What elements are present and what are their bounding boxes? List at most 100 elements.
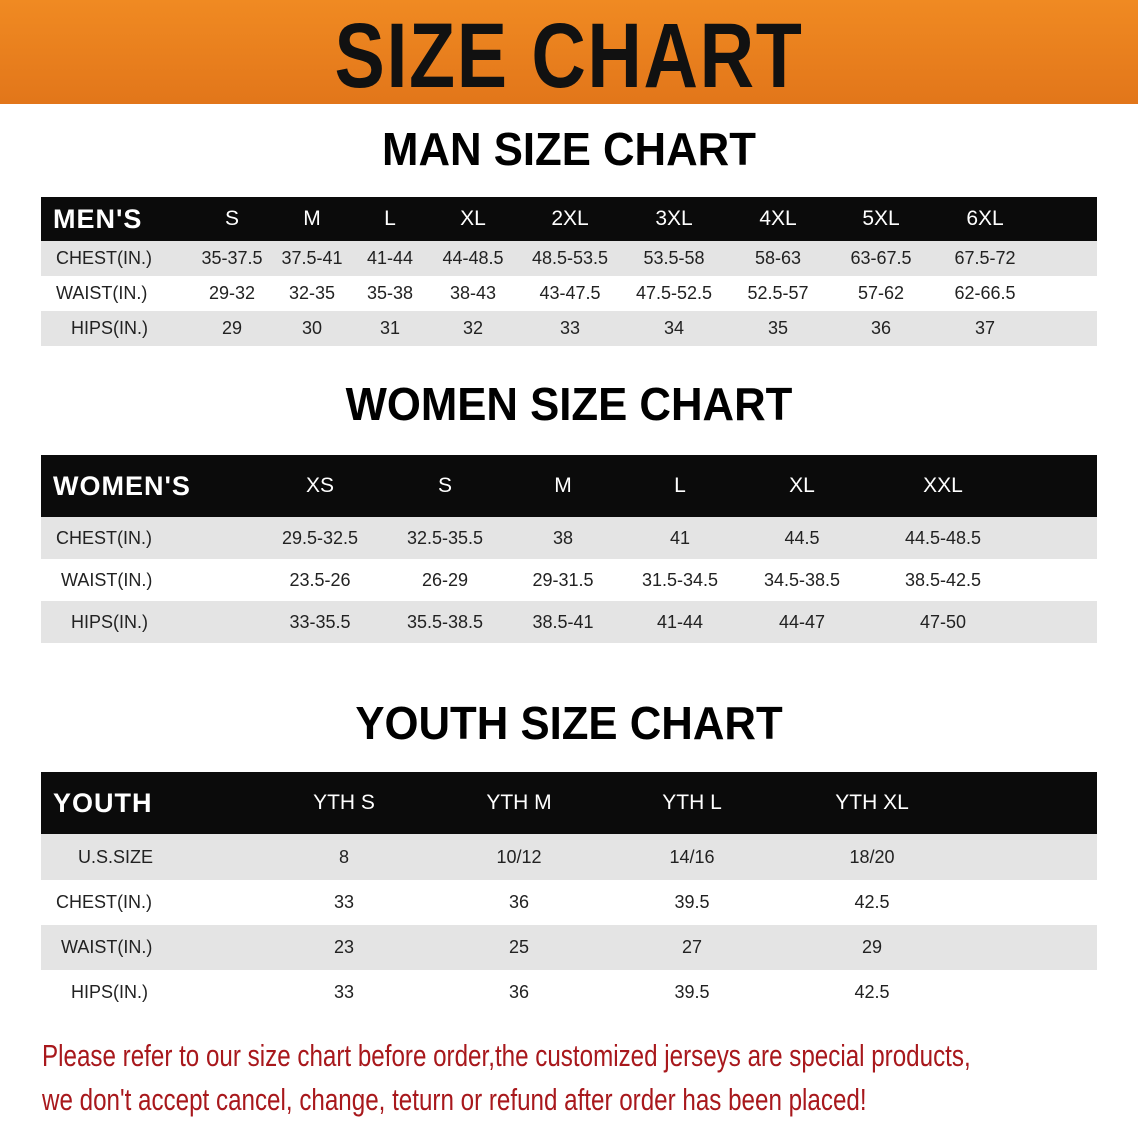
header-row: WOMEN'S XS S M L XL XXL bbox=[41, 455, 1097, 517]
table-cell: 38.5-42.5 bbox=[904, 569, 982, 590]
size-header-yth-s: YTH S bbox=[313, 791, 375, 814]
table-row: CHEST(IN.) 33 36 39.5 42.5 bbox=[41, 880, 1097, 925]
size-header-s: S bbox=[437, 474, 453, 497]
table-cell: 8 bbox=[338, 846, 350, 867]
size-header-s: S bbox=[224, 207, 240, 230]
table-row: HIPS(IN.) 33 36 39.5 42.5 bbox=[41, 970, 1097, 1015]
size-header-l: L bbox=[384, 207, 396, 230]
table-cell: 42.5 bbox=[854, 892, 890, 912]
table-cell: 33 bbox=[333, 892, 355, 912]
table-cell: 35-38 bbox=[366, 283, 414, 303]
men-section-title: MAN SIZE CHART bbox=[382, 123, 756, 175]
table-cell: 34 bbox=[663, 318, 685, 338]
table-cell: 32-35 bbox=[288, 283, 336, 303]
table-cell: 42.5 bbox=[854, 982, 890, 1002]
table-cell: 43-47.5 bbox=[539, 283, 601, 303]
row-label: WAIST(IN.) bbox=[61, 569, 153, 590]
table-cell: 37 bbox=[974, 318, 996, 338]
row-label: CHEST(IN.) bbox=[56, 892, 152, 912]
table-cell: 36 bbox=[870, 318, 892, 338]
size-header-l: L bbox=[674, 474, 686, 497]
table-cell: 31.5-34.5 bbox=[641, 569, 719, 590]
women-section-title: WOMEN SIZE CHART bbox=[345, 378, 793, 430]
youth-size-table: YOUTH YTH S YTH M YTH L YTH XL U.S.SIZE 8 10/12… bbox=[41, 772, 1097, 1015]
row-label: HIPS(IN.) bbox=[71, 982, 149, 1002]
women-size-table: WOMEN'S XS S M L XL XXL CHEST(IN.) 29.5-32.5 32.5… bbox=[41, 455, 1097, 643]
size-header-xl: XL bbox=[789, 474, 815, 497]
row-label: CHEST(IN.) bbox=[56, 527, 152, 548]
table-cell: 33-35.5 bbox=[289, 611, 351, 632]
table-cell: 62-66.5 bbox=[954, 283, 1016, 303]
table-cell: 48.5-53.5 bbox=[531, 248, 609, 268]
row-label: WAIST(IN.) bbox=[56, 283, 148, 303]
table-cell: 38-43 bbox=[449, 283, 497, 303]
table-cell: 44.5-48.5 bbox=[904, 527, 982, 548]
table-row: WAIST(IN.) 29-32 32-35 35-38 38-43 43-47.5 47.… bbox=[41, 276, 1097, 311]
size-header-xxl: XXL bbox=[923, 474, 963, 497]
size-header-m: M bbox=[554, 474, 572, 497]
table-row: HIPS(IN.) 29 30 31 32 33 34 35 36 37 bbox=[41, 311, 1097, 346]
table-cell: 23 bbox=[333, 937, 355, 957]
size-header-5xl: 5XL bbox=[862, 207, 900, 230]
size-header-3xl: 3XL bbox=[655, 207, 693, 230]
men-size-table: MEN'S S M L XL 2XL 3XL 4XL 5XL 6XL CHEST(IN.) 35-37… bbox=[41, 197, 1097, 346]
table-cell: 63-67.5 bbox=[850, 248, 912, 268]
notice-line-1: Please refer to our size chart before or… bbox=[42, 1038, 971, 1073]
table-cell: 44.5 bbox=[784, 527, 820, 548]
table-cell: 14/16 bbox=[669, 846, 715, 867]
table-cell: 38.5-41 bbox=[532, 611, 594, 632]
table-cell: 39.5 bbox=[674, 892, 710, 912]
table-cell: 31 bbox=[379, 318, 401, 338]
table-cell: 41-44 bbox=[366, 248, 414, 268]
table-cell: 37.5-41 bbox=[281, 248, 343, 268]
table-cell: 29 bbox=[861, 937, 883, 957]
table-cell: 25 bbox=[508, 937, 530, 957]
size-header-xl: XL bbox=[460, 207, 486, 230]
table-cell: 47-50 bbox=[919, 611, 967, 632]
table-cell: 47.5-52.5 bbox=[635, 283, 713, 303]
header-label: WOMEN'S bbox=[53, 470, 191, 501]
table-cell: 52.5-57 bbox=[747, 283, 809, 303]
row-label: HIPS(IN.) bbox=[71, 611, 149, 632]
table-cell: 67.5-72 bbox=[954, 248, 1016, 268]
table-cell: 35-37.5 bbox=[201, 248, 263, 268]
size-header-m: M bbox=[303, 207, 321, 230]
table-cell: 29 bbox=[221, 318, 243, 338]
table-cell: 30 bbox=[301, 318, 323, 338]
header-label: YOUTH bbox=[53, 787, 153, 818]
notice-line-2: we don't accept cancel, change, teturn o… bbox=[42, 1082, 867, 1117]
table-cell: 33 bbox=[333, 982, 355, 1002]
table-row: WAIST(IN.) 23.5-26 26-29 29-31.5 31.5-34.5 34… bbox=[41, 559, 1097, 601]
table-row: WAIST(IN.) 23 25 27 29 bbox=[41, 925, 1097, 970]
table-cell: 23.5-26 bbox=[289, 569, 351, 590]
size-header-2xl: 2XL bbox=[551, 207, 589, 230]
row-label: HIPS(IN.) bbox=[71, 318, 149, 338]
banner-title: SIZE CHART bbox=[334, 5, 804, 107]
table-cell: 57-62 bbox=[857, 283, 905, 303]
table-cell: 10/12 bbox=[496, 846, 542, 867]
size-header-yth-xl: YTH XL bbox=[835, 791, 909, 814]
table-cell: 44-47 bbox=[778, 611, 826, 632]
table-cell: 29.5-32.5 bbox=[281, 527, 359, 548]
table-cell: 41 bbox=[669, 527, 691, 548]
row-label: WAIST(IN.) bbox=[61, 937, 153, 957]
table-cell: 36 bbox=[508, 982, 530, 1002]
table-cell: 35.5-38.5 bbox=[406, 611, 484, 632]
table-cell: 58-63 bbox=[754, 248, 802, 268]
table-cell: 44-48.5 bbox=[442, 248, 504, 268]
table-cell: 27 bbox=[681, 937, 703, 957]
table-cell: 29-32 bbox=[208, 283, 256, 303]
title-banner: SIZE CHART bbox=[0, 0, 1138, 107]
header-label: MEN'S bbox=[53, 203, 143, 234]
header-row: YOUTH YTH S YTH M YTH L YTH XL bbox=[41, 772, 1097, 834]
table-cell: 39.5 bbox=[674, 982, 710, 1002]
table-cell: 36 bbox=[508, 892, 530, 912]
table-cell: 32 bbox=[462, 318, 484, 338]
table-row: CHEST(IN.) 29.5-32.5 32.5-35.5 38 41 44.5 44.5… bbox=[41, 517, 1097, 559]
table-cell: 33 bbox=[559, 318, 581, 338]
table-row: U.S.SIZE 8 10/12 14/16 18/20 bbox=[41, 834, 1097, 880]
table-cell: 18/20 bbox=[849, 846, 895, 867]
table-cell: 26-29 bbox=[421, 569, 469, 590]
table-row: CHEST(IN.) 35-37.5 37.5-41 41-44 44-48.5 48.5… bbox=[41, 241, 1097, 276]
size-header-4xl: 4XL bbox=[759, 207, 797, 230]
